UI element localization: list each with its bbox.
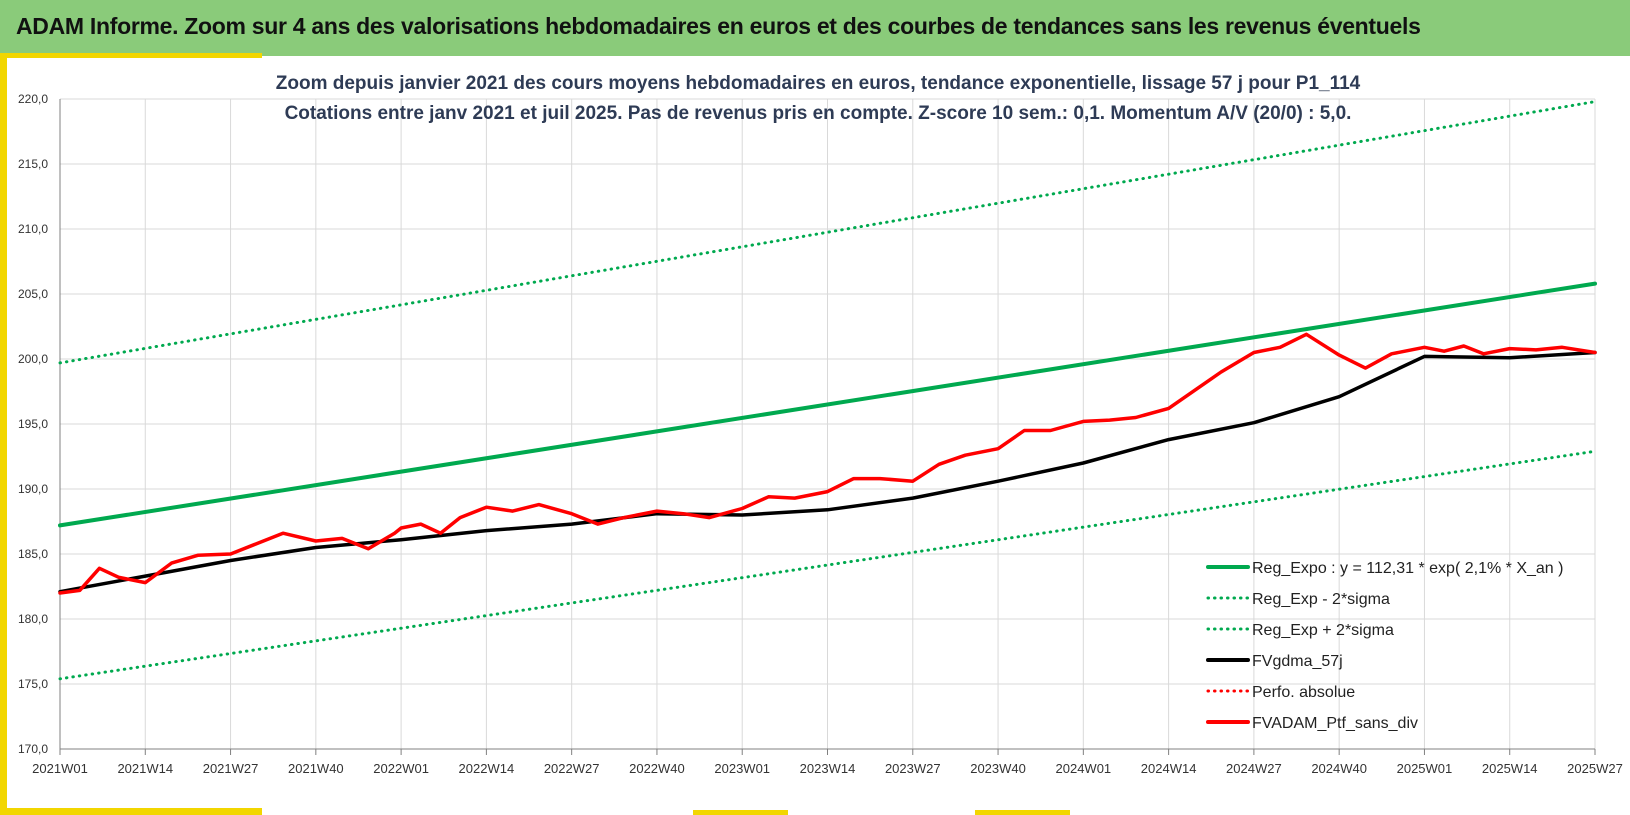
accent-bar-bottom-2 <box>693 810 788 815</box>
x-tick-label: 2022W14 <box>459 761 515 776</box>
y-tick-label: 215,0 <box>18 157 48 171</box>
series-line-reg-exp-2-sigma <box>58 449 1597 681</box>
x-tick-label: 2021W01 <box>32 761 88 776</box>
x-tick-label: 2022W40 <box>629 761 685 776</box>
accent-bar-bottom <box>0 808 262 815</box>
chart-title-line1: Zoom depuis janvier 2021 des cours moyen… <box>276 73 1361 94</box>
series-line-fvgdma-57j <box>58 350 1597 594</box>
y-tick-label: 180,0 <box>18 612 48 626</box>
accent-bar-top <box>0 53 262 58</box>
legend-label: FVgdma_57j <box>1252 653 1343 670</box>
y-tick-label: 175,0 <box>18 677 48 691</box>
y-axis-ticks: 170,0 175,0 180,0 185,0 190,0 195,0 200,0 205,0… <box>18 92 48 756</box>
series-line-reg-expo-y-112-31-exp-2-1-x-an <box>58 281 1597 528</box>
x-tick-label: 2022W01 <box>373 761 429 776</box>
x-tick-label: 2024W40 <box>1311 761 1367 776</box>
accent-bar-bottom-3 <box>975 810 1070 815</box>
y-tick-label: 195,0 <box>18 417 48 431</box>
accent-bar-left <box>0 56 7 815</box>
legend-label: FVADAM_Ptf_sans_div <box>1252 715 1418 732</box>
x-axis-ticks: 2021W01 2021W14 2021W27 2021W40 2022W01 2022W… <box>32 761 1623 776</box>
y-tick-label: 200,0 <box>18 352 48 366</box>
y-tick-label: 210,0 <box>18 222 48 236</box>
x-tick-label: 2023W27 <box>885 761 941 776</box>
header-bar: ADAM Informe. Zoom sur 4 ans des valoris… <box>0 0 1630 56</box>
x-tick-label: 2023W01 <box>714 761 770 776</box>
series-line-fvadam-ptf-sans-div <box>58 332 1597 595</box>
y-tick-label: 190,0 <box>18 482 48 496</box>
x-tick-label: 2023W40 <box>970 761 1026 776</box>
x-tick-label: 2023W14 <box>800 761 856 776</box>
x-tick-label: 2021W40 <box>288 761 344 776</box>
y-tick-label: 205,0 <box>18 287 48 301</box>
legend-label: Perfo. absolue <box>1252 684 1355 701</box>
legend: Reg_Expo : y = 112,31 * exp( 2,1% * X_an… <box>1206 560 1563 732</box>
page-title: ADAM Informe. Zoom sur 4 ans des valoris… <box>16 13 1421 39</box>
x-tick-label: 2024W01 <box>1056 761 1112 776</box>
series-lines <box>58 100 1597 681</box>
chart-title-line2: Cotations entre janv 2021 et juil 2025. … <box>285 103 1352 124</box>
y-tick-label: 185,0 <box>18 547 48 561</box>
y-tick-label: 220,0 <box>18 92 48 106</box>
x-tick-label: 2022W27 <box>544 761 600 776</box>
x-tick-label: 2024W27 <box>1226 761 1282 776</box>
x-tick-label: 2021W14 <box>117 761 173 776</box>
grid-lines <box>59 98 1596 755</box>
x-tick-label: 2025W01 <box>1397 761 1453 776</box>
legend-label: Reg_Exp - 2*sigma <box>1252 591 1390 608</box>
legend-label: Reg_Exp + 2*sigma <box>1252 622 1394 639</box>
y-tick-label: 170,0 <box>18 742 48 756</box>
series-line-reg-exp-2-sigma <box>58 100 1597 365</box>
x-tick-label: 2025W14 <box>1482 761 1538 776</box>
x-tick-label: 2024W14 <box>1141 761 1197 776</box>
legend-label: Reg_Expo : y = 112,31 * exp( 2,1% * X_an… <box>1252 560 1563 577</box>
x-tick-label: 2025W27 <box>1567 761 1623 776</box>
chart-area: 170,0 175,0 180,0 185,0 190,0 195,0 200,0 205,0… <box>18 73 1623 776</box>
x-tick-label: 2021W27 <box>203 761 259 776</box>
